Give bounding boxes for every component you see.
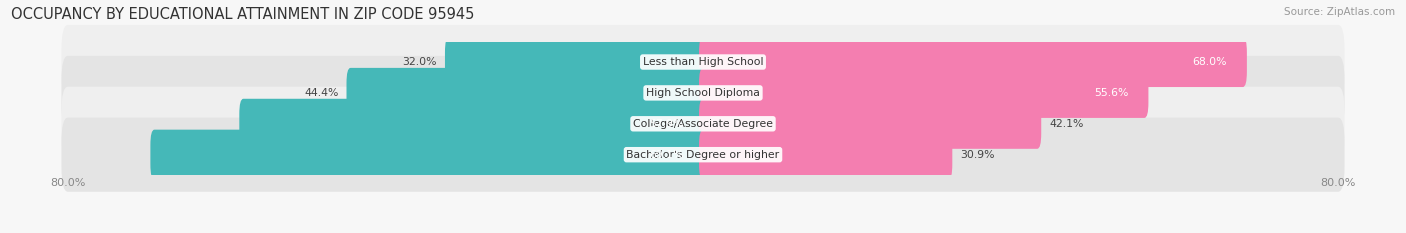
Text: College/Associate Degree: College/Associate Degree	[633, 119, 773, 129]
FancyBboxPatch shape	[699, 68, 1149, 118]
Text: 55.6%: 55.6%	[1094, 88, 1129, 98]
Text: 69.1%: 69.1%	[648, 150, 683, 160]
Text: 68.0%: 68.0%	[1192, 57, 1227, 67]
Text: 44.4%: 44.4%	[304, 88, 339, 98]
FancyBboxPatch shape	[699, 130, 952, 180]
Text: Bachelor's Degree or higher: Bachelor's Degree or higher	[627, 150, 779, 160]
FancyBboxPatch shape	[62, 56, 1344, 130]
Text: 57.9%: 57.9%	[648, 119, 683, 129]
Text: Source: ZipAtlas.com: Source: ZipAtlas.com	[1284, 7, 1395, 17]
Text: Less than High School: Less than High School	[643, 57, 763, 67]
Text: 32.0%: 32.0%	[402, 57, 437, 67]
FancyBboxPatch shape	[346, 68, 707, 118]
FancyBboxPatch shape	[239, 99, 707, 149]
FancyBboxPatch shape	[699, 99, 1042, 149]
Text: 30.9%: 30.9%	[960, 150, 995, 160]
FancyBboxPatch shape	[150, 130, 707, 180]
FancyBboxPatch shape	[62, 25, 1344, 99]
FancyBboxPatch shape	[444, 37, 707, 87]
Text: 42.1%: 42.1%	[1049, 119, 1084, 129]
FancyBboxPatch shape	[699, 37, 1247, 87]
Text: High School Diploma: High School Diploma	[647, 88, 759, 98]
Legend: Owner-occupied, Renter-occupied: Owner-occupied, Renter-occupied	[583, 232, 823, 233]
FancyBboxPatch shape	[62, 118, 1344, 192]
FancyBboxPatch shape	[62, 87, 1344, 161]
Text: OCCUPANCY BY EDUCATIONAL ATTAINMENT IN ZIP CODE 95945: OCCUPANCY BY EDUCATIONAL ATTAINMENT IN Z…	[11, 7, 475, 22]
